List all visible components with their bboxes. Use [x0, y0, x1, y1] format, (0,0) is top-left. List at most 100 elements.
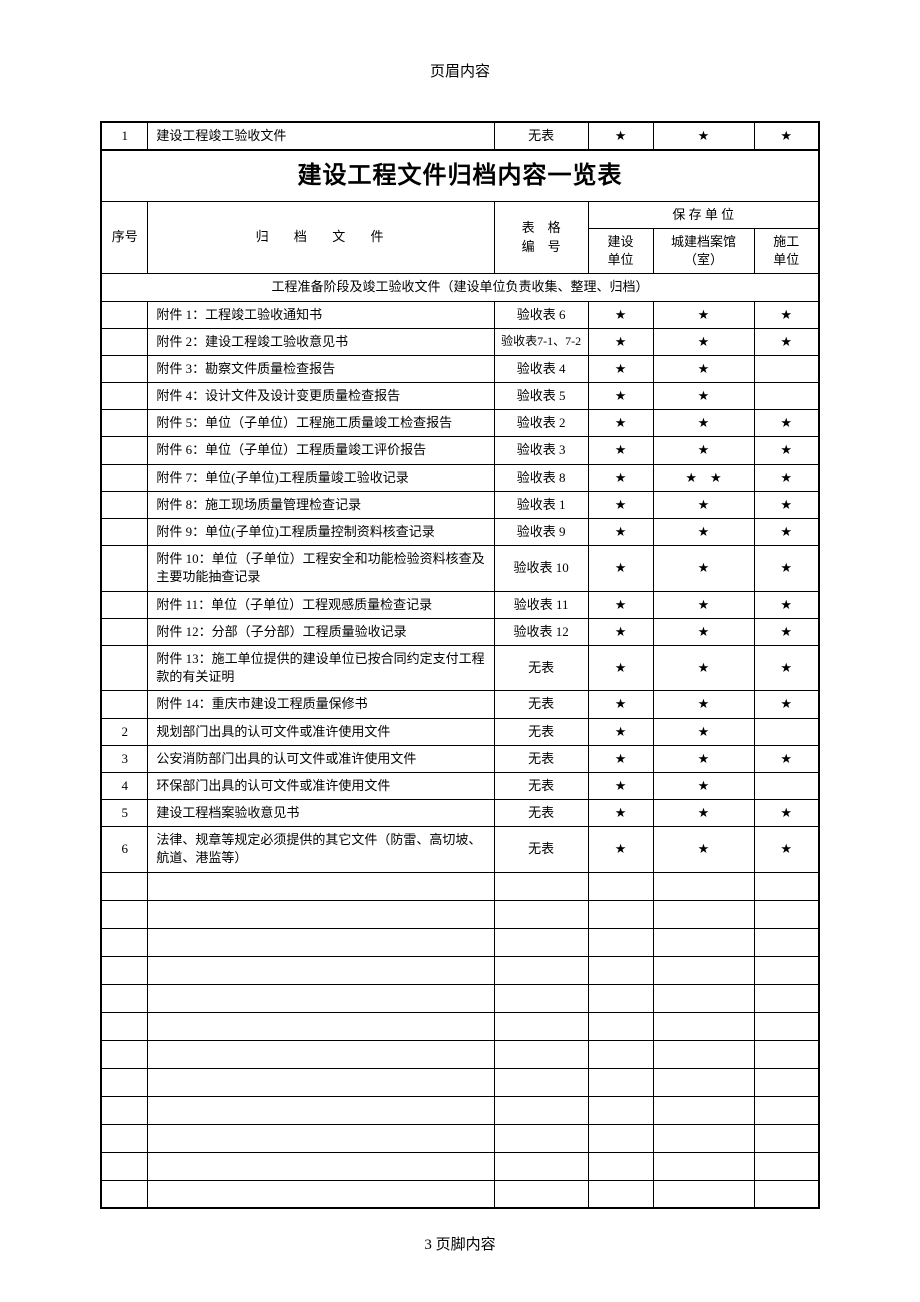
cell-unit3: ★	[754, 800, 819, 827]
table-row	[101, 984, 819, 1012]
name-part: 归	[256, 229, 272, 244]
col-header-name: 归 档 文 件	[148, 201, 494, 274]
cell-unit1	[588, 1040, 653, 1068]
cell-unit1: ★	[588, 827, 653, 872]
cell-seq	[101, 1012, 148, 1040]
cell-form: 验收表7-1、7-2	[494, 328, 588, 355]
cell-unit3	[754, 1124, 819, 1152]
cell-unit3	[754, 1180, 819, 1208]
cell-form	[494, 1012, 588, 1040]
cell-unit2	[653, 1068, 754, 1096]
cell-unit1: ★	[588, 301, 653, 328]
cell-unit2	[653, 1180, 754, 1208]
cell-form: 验收表 11	[494, 591, 588, 618]
cell-form: 无表	[494, 645, 588, 690]
cell-unit1	[588, 984, 653, 1012]
cell-name: 附件 7：单位(子单位)工程质量竣工验收记录	[148, 464, 494, 491]
cell-unit2: ★	[653, 328, 754, 355]
cell-name	[148, 1180, 494, 1208]
cell-seq: 3	[101, 745, 148, 772]
cell-seq	[101, 546, 148, 591]
cell-name: 规划部门出具的认可文件或准许使用文件	[148, 718, 494, 745]
cell-form: 验收表 9	[494, 519, 588, 546]
cell-seq: 1	[101, 122, 148, 150]
table-row: 2规划部门出具的认可文件或准许使用文件无表★★	[101, 718, 819, 745]
table-row: 5建设工程档案验收意见书无表★★★	[101, 800, 819, 827]
cell-unit1: ★	[588, 691, 653, 718]
cell-form	[494, 928, 588, 956]
cell-unit1: ★	[588, 355, 653, 382]
cell-seq: 5	[101, 800, 148, 827]
cell-unit3	[754, 1096, 819, 1124]
cell-name: 建设工程档案验收意见书	[148, 800, 494, 827]
cell-form	[494, 1152, 588, 1180]
cell-form: 验收表 6	[494, 301, 588, 328]
cell-unit3: ★	[754, 328, 819, 355]
cell-seq	[101, 1096, 148, 1124]
name-part: 文	[332, 229, 348, 244]
cell-form	[494, 1068, 588, 1096]
cell-unit3: ★	[754, 301, 819, 328]
cell-name	[148, 872, 494, 900]
cell-form: 验收表 2	[494, 410, 588, 437]
table-row: 4环保部门出具的认可文件或准许使用文件无表★★	[101, 772, 819, 799]
table-row: 附件 14：重庆市建设工程质量保修书无表★★★	[101, 691, 819, 718]
cell-unit3: ★	[754, 691, 819, 718]
form-line: 编 号	[501, 238, 582, 256]
cell-unit3	[754, 928, 819, 956]
page-footer: 3 页脚内容	[100, 1233, 820, 1254]
cell-title: 建设工程文件归档内容一览表	[101, 150, 819, 201]
cell-seq	[101, 437, 148, 464]
cell-name	[148, 1068, 494, 1096]
cell-unit2	[653, 1096, 754, 1124]
cell-unit2: ★	[653, 437, 754, 464]
cell-unit1	[588, 1068, 653, 1096]
cell-form: 无表	[494, 691, 588, 718]
cell-seq	[101, 410, 148, 437]
table-row: 附件 9：单位(子单位)工程质量控制资料核查记录验收表 9★★★	[101, 519, 819, 546]
cell-unit1: ★	[588, 491, 653, 518]
cell-unit2	[653, 928, 754, 956]
cell-form	[494, 1180, 588, 1208]
cell-unit3	[754, 1012, 819, 1040]
cell-unit3	[754, 383, 819, 410]
table-row: 附件 8：施工现场质量管理检查记录验收表 1★★★	[101, 491, 819, 518]
cell-form: 无表	[494, 827, 588, 872]
cell-unit1	[588, 1180, 653, 1208]
cell-name: 建设工程竣工验收文件	[148, 122, 494, 150]
cell-unit2: ★	[653, 800, 754, 827]
cell-unit2: ★	[653, 122, 754, 150]
table-row: 附件 2：建设工程竣工验收意见书验收表7-1、7-2★★★	[101, 328, 819, 355]
cell-unit2: ★	[653, 355, 754, 382]
cell-name: 附件 1：工程竣工验收通知书	[148, 301, 494, 328]
cell-unit3	[754, 1068, 819, 1096]
cell-seq: 6	[101, 827, 148, 872]
cell-unit1	[588, 1096, 653, 1124]
cell-form	[494, 984, 588, 1012]
cell-unit3	[754, 900, 819, 928]
cell-unit2	[653, 1152, 754, 1180]
cell-form	[494, 1124, 588, 1152]
cell-name: 附件 3：勘察文件质量检查报告	[148, 355, 494, 382]
cell-form	[494, 872, 588, 900]
cell-name	[148, 1124, 494, 1152]
cell-unit3	[754, 1040, 819, 1068]
cell-form	[494, 900, 588, 928]
cell-name: 附件 2：建设工程竣工验收意见书	[148, 328, 494, 355]
cell-name	[148, 900, 494, 928]
cell-unit2: ★	[653, 691, 754, 718]
cell-seq	[101, 618, 148, 645]
cell-seq	[101, 872, 148, 900]
cell-unit1: ★	[588, 437, 653, 464]
cell-unit3: ★	[754, 591, 819, 618]
cell-form: 验收表 4	[494, 355, 588, 382]
cell-unit1	[588, 1124, 653, 1152]
cell-unit3: ★	[754, 745, 819, 772]
cell-form: 验收表 5	[494, 383, 588, 410]
table-row: 附件 13：施工单位提供的建设单位已按合同约定支付工程款的有关证明无表★★★	[101, 645, 819, 690]
table-row	[101, 1152, 819, 1180]
table-row: 附件 1：工程竣工验收通知书验收表 6★★★	[101, 301, 819, 328]
cell-seq	[101, 984, 148, 1012]
cell-unit3	[754, 984, 819, 1012]
cell-unit1: ★	[588, 122, 653, 150]
